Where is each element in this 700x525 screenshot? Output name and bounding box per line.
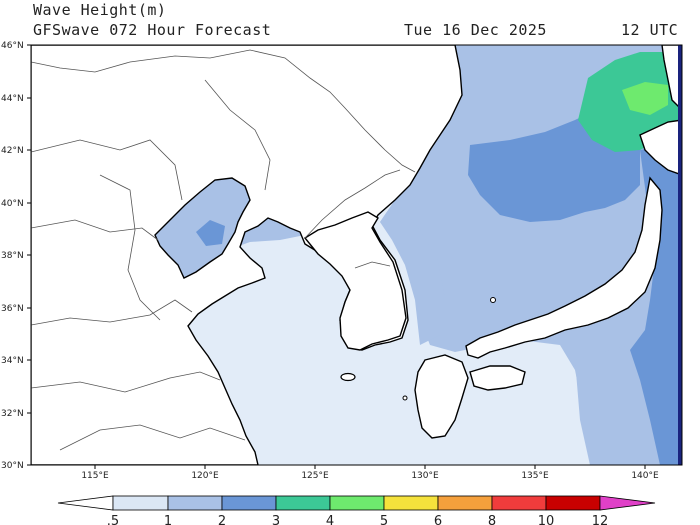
colorbar: .5 1 2 3 4 5 6 8 10 12 <box>57 495 656 525</box>
colorbar-label: 8 <box>488 514 496 525</box>
land-honshu <box>465 176 663 359</box>
land-shikoku <box>469 365 526 391</box>
edge-band <box>678 45 682 465</box>
colorbar-label: 1 <box>164 514 172 525</box>
lat-label: 30°N <box>1 461 24 471</box>
land-sakhalin <box>661 45 682 111</box>
sea-very-high <box>622 82 668 115</box>
lon-label: 115°E <box>81 471 109 481</box>
lat-label: 42°N <box>1 146 24 156</box>
lon-label: 140°E <box>631 471 659 481</box>
land-ulleung <box>490 297 496 303</box>
lon-label: 125°E <box>301 471 329 481</box>
sea-moderate-east-sea-coastal <box>380 200 445 345</box>
colorbar-max-tip <box>599 495 656 511</box>
sea-bohai-deep <box>196 220 225 246</box>
land-jeju <box>340 372 356 382</box>
colorbar-label: 2 <box>218 514 226 525</box>
land-kyushu <box>414 354 469 439</box>
forecast-date: Tue 16 Dec 2025 <box>404 21 547 39</box>
colorbar-label: 4 <box>326 514 334 525</box>
lat-label: 38°N <box>1 251 24 261</box>
lat-label: 32°N <box>1 409 24 419</box>
lat-label: 46°N <box>1 41 24 51</box>
colorbar-label: 3 <box>272 514 280 525</box>
lat-label: 44°N <box>1 94 24 104</box>
colorbar-cell <box>221 495 277 511</box>
lat-label: 34°N <box>1 356 24 366</box>
colorbar-label: 6 <box>434 514 442 525</box>
land-asia <box>31 45 463 465</box>
map-plot-area <box>31 45 682 465</box>
colorbar-label: .5 <box>107 514 119 525</box>
colorbar-cell <box>545 495 601 511</box>
political-borders <box>31 49 416 451</box>
colorbar-labels: .5 1 2 3 4 5 6 8 10 12 <box>107 514 608 525</box>
colorbar-cell <box>491 495 547 511</box>
colorbar-cell <box>437 495 493 511</box>
sea-rough-east-edge <box>630 140 682 465</box>
lon-label: 130°E <box>411 471 439 481</box>
lat-label: 36°N <box>1 304 24 314</box>
lon-label: 135°E <box>521 471 549 481</box>
colorbar-cell <box>383 495 439 511</box>
colorbar-cell <box>329 495 385 511</box>
land-korea <box>303 211 407 351</box>
colorbar-cell <box>275 495 331 511</box>
colorbar-label: 10 <box>538 514 555 525</box>
colorbar-cell <box>167 495 223 511</box>
land-okinawa-north <box>402 395 408 401</box>
colorbar-label: 5 <box>380 514 388 525</box>
colorbar-cell <box>112 495 169 511</box>
lon-label: 120°E <box>191 471 219 481</box>
forecast-subtitle: GFSwave 072 Hour Forecast <box>33 21 272 39</box>
lat-label: 40°N <box>1 199 24 209</box>
colorbar-label: 12 <box>592 514 609 525</box>
axis-ticks <box>27 44 646 469</box>
colorbar-min-tip <box>57 495 114 511</box>
map-title: Wave Height(m) <box>33 1 167 19</box>
forecast-time: 12 UTC <box>621 21 679 39</box>
land-hokkaido <box>639 119 682 176</box>
colorbar-cells <box>57 495 656 511</box>
